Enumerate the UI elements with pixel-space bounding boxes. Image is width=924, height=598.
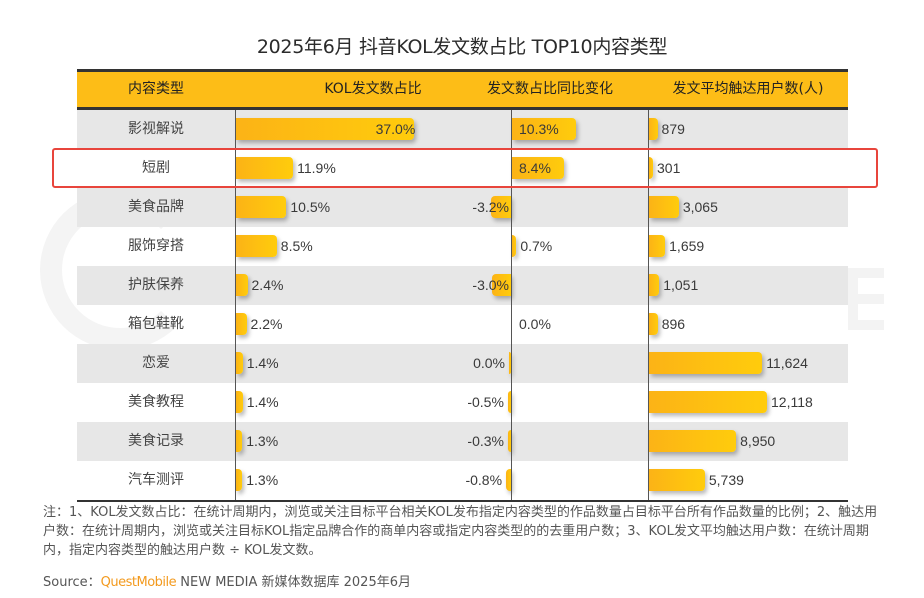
yoy-bar [491, 196, 511, 218]
reach-bar [649, 274, 660, 296]
source-brand: QuestMobile [100, 575, 177, 590]
divider-share-axis [235, 110, 236, 500]
share-value: 1.4% [246, 355, 279, 371]
category-label: 服饰穿搭 [128, 238, 184, 254]
reach-value: 8,950 [740, 433, 776, 449]
yoy-bar [512, 235, 517, 257]
yoy-value: 0.0% [473, 355, 505, 371]
yoy-value: -0.3% [467, 433, 504, 449]
yoy-value: -0.8% [465, 472, 503, 488]
divider-reach-axis [648, 110, 649, 500]
table-row: 影视解说 37.0% 10.3% 879 [77, 110, 848, 149]
footnotes: 注：1、KOL发文数占比：在统计周期内，浏览或关注目标平台相关KOL发布指定内容… [43, 505, 878, 558]
reach-bar [649, 469, 705, 491]
table-row: 汽车测评 1.3% -0.8% 5,739 [77, 461, 848, 500]
reach-value: 1,659 [669, 238, 705, 254]
divider-yoy-axis [511, 110, 512, 500]
category-label: 箱包鞋靴 [128, 316, 184, 332]
reach-bar [649, 391, 767, 413]
table-row: 美食品牌 10.5% -3.2% 3,065 [77, 188, 848, 227]
category-label: 影视解说 [128, 121, 184, 137]
yoy-bar [509, 352, 511, 374]
yoy-bar [512, 118, 576, 140]
share-bar [236, 235, 277, 257]
share-bar [236, 430, 243, 452]
reach-value: 3,065 [682, 199, 718, 215]
table-row: 护肤保养 2.4% -3.0% 1,051 [77, 266, 848, 305]
header-yoy: 发文数占比同比变化 [487, 81, 613, 97]
category-label: 恋爱 [142, 355, 170, 371]
reach-bar [649, 118, 658, 140]
share-value: 37.0% [375, 121, 416, 137]
reach-bar [649, 313, 658, 335]
reach-bar [649, 235, 666, 257]
share-value: 11.9% [297, 160, 336, 176]
share-bar [236, 352, 243, 374]
category-label: 美食记录 [128, 433, 184, 449]
reach-value: 5,739 [708, 472, 744, 488]
share-value: 1.3% [246, 472, 279, 488]
category-label: 短剧 [142, 160, 170, 176]
table-header: 内容类型 KOL发文数占比 发文数占比同比变化 发文平均触达用户数(人) [77, 69, 848, 110]
header-avg-reach: 发文平均触达用户数(人) [672, 81, 824, 97]
table-row: 美食教程 1.4% -0.5% 12,118 [77, 383, 848, 422]
table-row: 短剧 11.9% 8.4% 301 [77, 149, 848, 188]
reach-value: 879 [661, 121, 685, 137]
yoy-value: -3.0% [472, 277, 509, 293]
header-category: 内容类型 [128, 81, 184, 97]
table-row: 服饰穿搭 8.5% 0.7% 1,659 [77, 227, 848, 266]
share-value: 1.4% [246, 394, 279, 410]
yoy-value: -0.5% [467, 394, 504, 410]
source-suffix: NEW MEDIA 新媒体数据库 2025年6月 [176, 575, 411, 590]
yoy-bar [508, 430, 511, 452]
yoy-value: -3.2% [472, 199, 509, 215]
reach-bar [649, 157, 653, 179]
source-line: Source：QuestMobile NEW MEDIA 新媒体数据库 2025… [43, 571, 411, 590]
yoy-value: 0.0% [519, 316, 551, 332]
header-share: KOL发文数占比 [324, 81, 422, 97]
table-body: 影视解说 37.0% 10.3% 879 短剧 11.9% 8.4% 301 美食品牌 10.5%… [77, 110, 848, 502]
reach-value: 301 [657, 160, 681, 176]
source-prefix: Source： [43, 575, 101, 590]
reach-bar [649, 352, 763, 374]
share-bar [236, 118, 414, 140]
category-label: 美食教程 [128, 394, 184, 410]
reach-bar [649, 430, 737, 452]
table-row: 箱包鞋靴 2.2% 0.0% 896 [77, 305, 848, 344]
table-row: 恋爱 1.4% 0.0% 11,624 [77, 344, 848, 383]
reach-value: 11,624 [766, 355, 808, 371]
share-value: 2.2% [250, 316, 283, 332]
category-label: 汽车测评 [128, 472, 184, 488]
share-bar [236, 157, 294, 179]
yoy-bar [492, 274, 511, 296]
share-bar [236, 313, 247, 335]
share-bar [236, 469, 243, 491]
share-value: 8.5% [280, 238, 313, 254]
data-table: 内容类型 KOL发文数占比 发文数占比同比变化 发文平均触达用户数(人) 影视解… [77, 69, 848, 502]
yoy-bar [507, 391, 511, 413]
share-bar [236, 274, 248, 296]
table-row: 美食记录 1.3% -0.3% 8,950 [77, 422, 848, 461]
category-label: 护肤保养 [128, 277, 184, 293]
reach-bar [649, 196, 679, 218]
reach-value: 12,118 [771, 394, 813, 410]
yoy-bar [512, 157, 565, 179]
yoy-value: 10.3% [519, 121, 559, 137]
chart-title: 2025年6月 抖音KOL发文数占比 TOP10内容类型 [256, 36, 668, 58]
share-value: 1.3% [246, 433, 279, 449]
reach-value: 1,051 [663, 277, 699, 293]
share-value: 2.4% [251, 277, 284, 293]
yoy-value: 0.7% [520, 238, 553, 254]
reach-value: 896 [661, 316, 686, 332]
category-label: 美食品牌 [128, 199, 184, 215]
yoy-value: 8.4% [519, 160, 551, 176]
share-bar [236, 391, 243, 413]
watermark-letter-icon [848, 268, 884, 330]
share-value: 10.5% [290, 199, 331, 215]
share-bar [236, 196, 287, 218]
yoy-bar [506, 469, 511, 491]
